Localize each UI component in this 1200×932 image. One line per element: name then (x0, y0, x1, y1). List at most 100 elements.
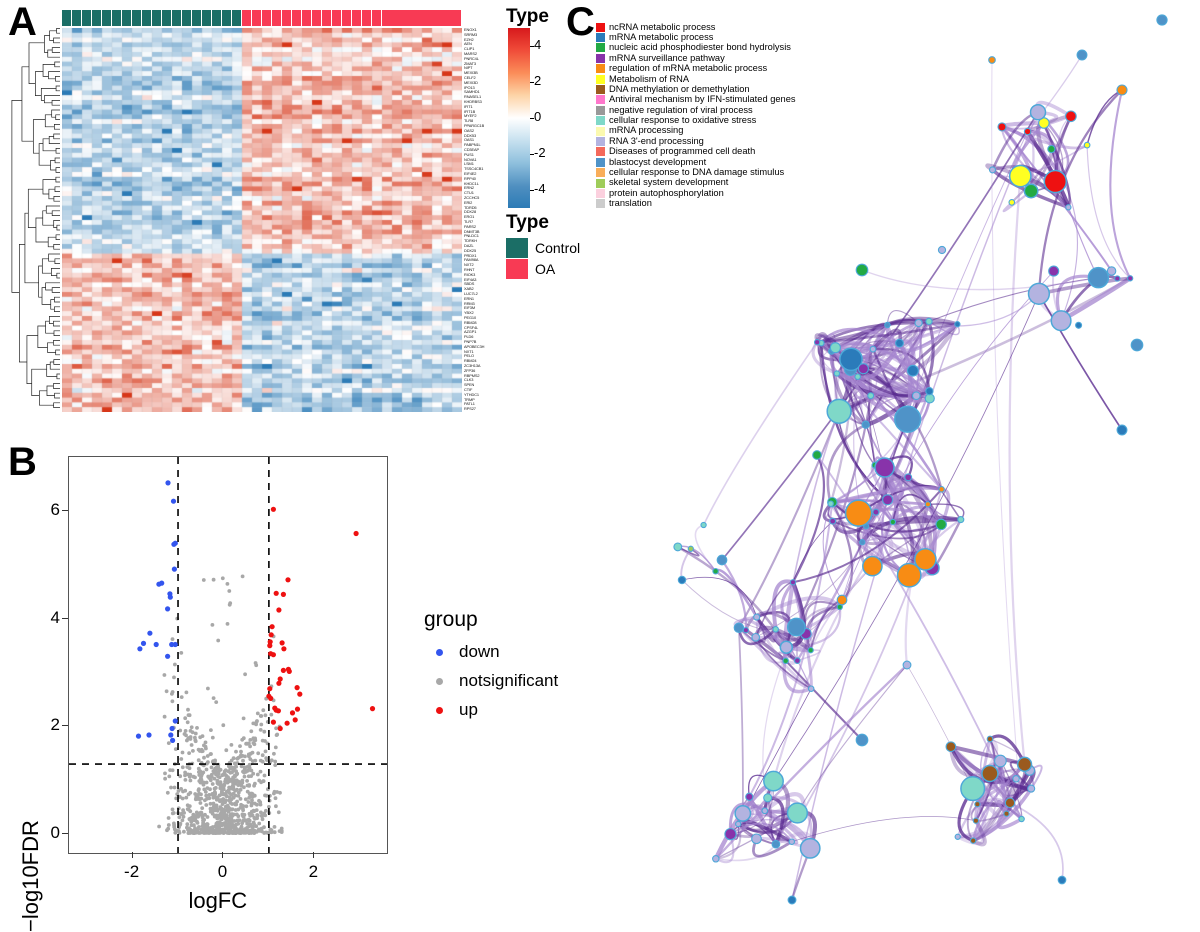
gene-label: IFIT1B (464, 108, 476, 114)
x-axis-label: logFC (188, 888, 248, 913)
annotation-cell-control (151, 10, 162, 26)
gene-label: NXT1 (464, 348, 474, 354)
gene-label: AEN (464, 41, 472, 47)
heatmap-container: ENOX1 SRRM3 EZH2 AEN CLIP1 MARS2 PNRC4L ZMAT3 NI… (62, 28, 484, 412)
y-tick-label: 6 (50, 499, 60, 519)
network-legend-item: mRNA surveillance pathway (596, 53, 796, 63)
gene-label: SRRM3 (464, 31, 478, 37)
gene-label: TLR7 (464, 219, 474, 224)
gene-label: MYEF2 (464, 113, 477, 119)
gene-label: RRM3 (464, 300, 475, 306)
annotation-cell-oa (291, 10, 302, 26)
colorbar-tick-mark (530, 154, 534, 155)
annotation-cell-control (141, 10, 152, 26)
group-legend-dot (436, 706, 443, 714)
type-legend-swatch (506, 259, 528, 279)
gene-label: MEXI3B (464, 70, 478, 76)
panel-b-volcano: B −log10FDR 0 2 4 6 -2 0 2 logFC group down not… (0, 432, 600, 932)
network-legend-swatch (596, 74, 605, 84)
group-legend-item: notsignificant (424, 671, 558, 691)
panel-a-letter: A (8, 0, 37, 44)
network-legend-label: Diseases of programmed cell death (609, 146, 756, 157)
x-tick-label: -2 (124, 862, 140, 881)
annotation-cell-oa (441, 10, 451, 26)
network-legend-item: protein autophosphorylation (596, 188, 796, 198)
gene-label: TSSC4CB1 (464, 166, 484, 172)
gene-label: LUC7L2 (464, 291, 478, 296)
gene-label: DDX25 (464, 247, 477, 253)
network-legend-label: DNA methylation or demethylation (609, 83, 750, 94)
network-legend-item: mRNA metabolic process (596, 31, 796, 43)
annotation-cell-control (211, 10, 222, 26)
network-legend-swatch (596, 33, 605, 43)
colorbar-tick: 4 (534, 37, 542, 52)
colorbar-tick: -2 (534, 145, 546, 160)
gene-label: LSM1 (464, 161, 474, 167)
annotation-cell-control (191, 10, 202, 26)
network-legend-item: DNA methylation or demethylation (596, 83, 796, 95)
panel-b-letter: B (8, 440, 37, 484)
gene-label: PATL1 (464, 401, 475, 407)
gene-label: NXT2 (464, 262, 474, 268)
group-legend-label: notsignificant (459, 671, 559, 690)
annotation-cell-oa (241, 10, 252, 26)
network-legend-swatch (596, 178, 605, 188)
network-legend-label: Antiviral mechanism by IFN-stimulated ge… (609, 94, 796, 105)
gene-label: PUS1 (464, 151, 474, 157)
annotation-cell-oa (451, 10, 461, 26)
colorbar-tick: -4 (534, 181, 546, 196)
annotation-cell-oa (401, 10, 411, 26)
annotation-cell-oa (391, 10, 401, 26)
colorbar-title: Type (506, 6, 549, 27)
network-legend-label: blastocyst development (609, 156, 707, 167)
colorbar-tick-mark (530, 46, 534, 47)
annotation-cell-control (171, 10, 182, 26)
row-dendrogram (11, 28, 60, 408)
gene-label: RHNT (464, 267, 475, 272)
gene-label: CELF2 (464, 75, 476, 80)
group-legend-item: down (424, 642, 558, 662)
gene-label: RPP40 (464, 175, 476, 181)
column-annotation-bar (62, 10, 461, 26)
annotation-cell-control (71, 10, 82, 26)
annotation-cell-control (131, 10, 142, 26)
network-legend-swatch (596, 85, 605, 95)
network-legend-swatch (596, 22, 605, 32)
network-legend-item: translation (596, 198, 796, 209)
network-legend-label: skeletal system development (609, 177, 729, 188)
annotation-cell-oa (271, 10, 282, 26)
gene-label: CPSF4L (464, 324, 479, 330)
y-tick-label: 4 (50, 607, 60, 627)
enrichment-network (673, 14, 1168, 905)
y-tick-mark (62, 833, 68, 835)
gene-label: IFIT1 (464, 103, 473, 109)
gene-label: MARS2 (464, 51, 477, 56)
annotation-cell-oa (261, 10, 272, 26)
gene-label: PPARGC1B (464, 123, 485, 128)
gene-label: ZC3H13A (464, 363, 481, 368)
gene-label: ERI2 (464, 199, 473, 205)
type-legend-label: OA (535, 261, 556, 277)
annotation-cell-control (231, 10, 242, 26)
gene-label: OAS2 (464, 127, 474, 133)
network-legend-item: cellular response to DNA damage stimulus (596, 167, 796, 178)
gene-label: ENOX1 (464, 27, 477, 32)
group-legend-rows: down notsignificant up (424, 642, 558, 720)
gene-label: YTHDC1 (464, 391, 479, 397)
network-legend: ncRNA metabolic process mRNA metabolic pr… (596, 22, 796, 209)
network-legend-item: nucleic acid phosphodiester bond hydroly… (596, 43, 796, 53)
x-tick-mark (313, 852, 315, 858)
network-legend-item: Metabolism of RNA (596, 74, 796, 84)
network-legend-label: mRNA metabolic process (609, 31, 714, 42)
y-tick-label: 0 (50, 823, 60, 843)
colorbar-tick: 0 (534, 109, 542, 124)
gene-label: PEG10 (464, 315, 477, 320)
network-legend-swatch (596, 136, 605, 146)
gene-label: OAS1 (464, 137, 474, 143)
network-legend-item: negative regulation of viral process (596, 105, 796, 115)
gene-label: DDX53 (464, 132, 477, 138)
network-legend-label: mRNA surveillance pathway (609, 52, 725, 63)
volcano-points (69, 457, 387, 853)
gene-label: EIF4E2 (464, 171, 477, 176)
group-legend-item: up (424, 700, 558, 720)
